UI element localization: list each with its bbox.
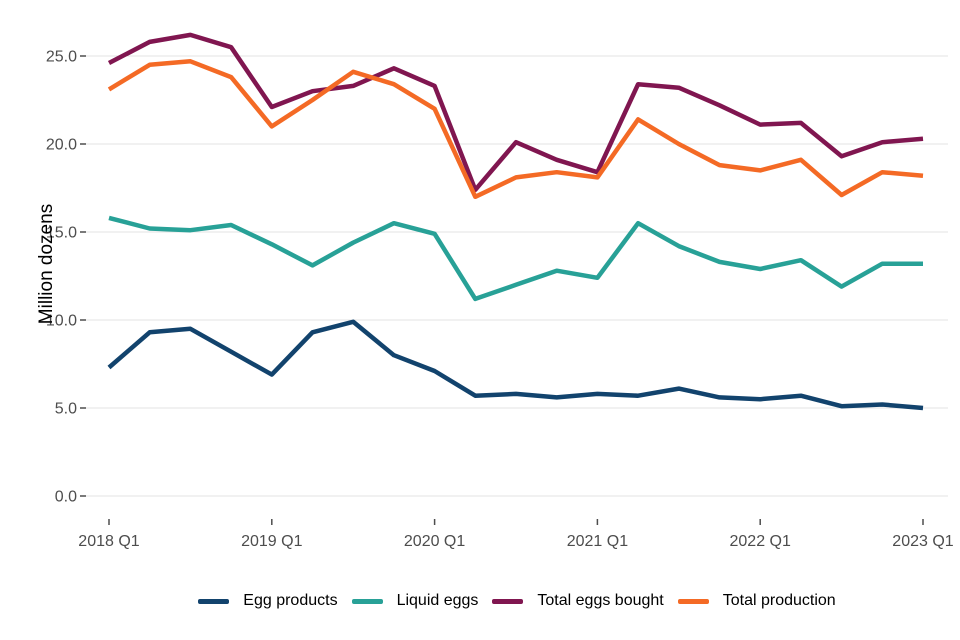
y-tick-label: 25.0 <box>46 49 77 66</box>
series-line-total-production <box>107 59 924 200</box>
y-axis-title: Million dozens <box>36 203 57 325</box>
y-tick-label: 0.0 <box>55 489 77 506</box>
series-line-egg-products <box>107 319 924 411</box>
x-tick-label: 2020 Q1 <box>404 533 465 550</box>
legend-swatch-total-production <box>677 598 709 604</box>
x-tick-label: 2018 Q1 <box>78 533 139 550</box>
legend-label-total-production: Total production <box>722 592 836 609</box>
legend-swatch-total-eggs-bought <box>492 598 524 604</box>
series-line-total-eggs-bought <box>107 32 924 193</box>
legend-item-liquid-eggs: Liquid eggs <box>351 592 479 610</box>
legend: Egg products Liquid eggs Total eggs boug… <box>86 587 948 615</box>
legend-item-total-eggs-bought: Total eggs bought <box>492 592 664 610</box>
x-tick-label: 2022 Q1 <box>730 533 791 550</box>
legend-item-egg-products: Egg products <box>198 592 338 610</box>
legend-item-total-production: Total production <box>677 592 836 610</box>
legend-label-liquid-eggs: Liquid eggs <box>396 592 479 609</box>
legend-label-egg-products: Egg products <box>243 592 338 609</box>
legend-swatch-egg-products <box>198 598 230 604</box>
x-tick-label: 2023 Q1 <box>892 533 953 550</box>
y-tick-label: 5.0 <box>55 401 77 418</box>
x-tick-label: 2019 Q1 <box>241 533 302 550</box>
x-tick-label: 2021 Q1 <box>567 533 628 550</box>
y-tick-label: 15.0 <box>46 225 77 242</box>
y-tick-label: 10.0 <box>46 313 77 330</box>
series-line-liquid-eggs <box>108 215 923 302</box>
legend-label-total-eggs-bought: Total eggs bought <box>537 592 664 609</box>
y-tick-label: 20.0 <box>46 137 77 154</box>
legend-swatch-liquid-eggs <box>351 598 383 604</box>
